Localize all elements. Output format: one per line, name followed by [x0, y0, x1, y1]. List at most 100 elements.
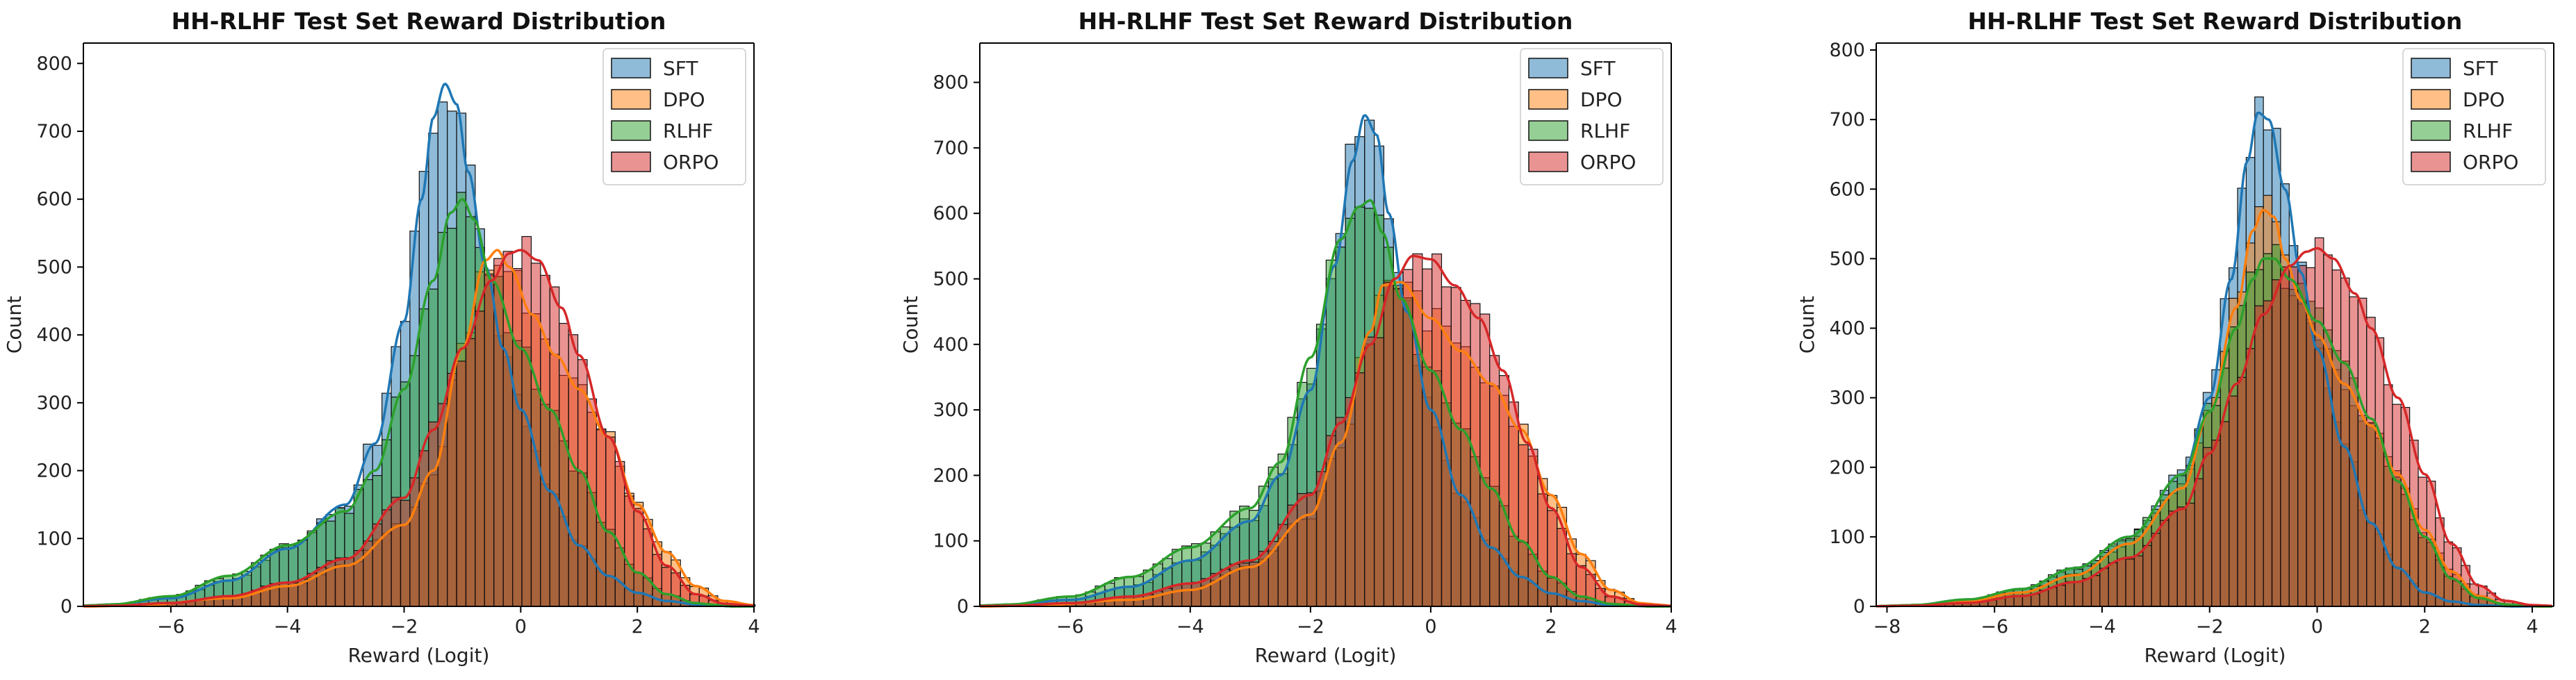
histogram-bar: [391, 497, 402, 607]
histogram-bar: [1393, 288, 1404, 607]
histogram-bar: [2176, 506, 2187, 607]
histogram-bar: [2159, 520, 2169, 607]
legend-label-dpo: DPO: [663, 88, 705, 111]
legend-swatch-rlhf: [611, 120, 651, 141]
histogram-bar: [2074, 581, 2083, 607]
histogram-bar: [502, 251, 514, 607]
x-tick-label: 4: [748, 616, 760, 638]
legend: SFT DPO RLHF ORPO: [1520, 48, 1664, 185]
histogram-bar: [2211, 440, 2221, 607]
y-tick-label: 500: [36, 256, 72, 278]
legend-label-sft: SFT: [2463, 57, 2498, 80]
y-tick-label: 500: [1829, 248, 1865, 269]
y-tick-label: 300: [933, 399, 969, 421]
legend-label-sft: SFT: [663, 57, 698, 80]
x-tick-label: 4: [2526, 616, 2538, 638]
kde-line-orpo: [83, 249, 755, 608]
kde-line-orpo: [980, 254, 1672, 608]
histogram-bar: [1373, 337, 1385, 607]
histogram-bar: [2056, 585, 2066, 607]
histogram-bar: [2374, 337, 2385, 607]
kde-line-rlhf: [1876, 257, 2552, 608]
x-tick-label: 0: [2311, 616, 2323, 638]
histogram-bar: [2314, 237, 2324, 607]
legend-label-dpo: DPO: [1580, 88, 1622, 111]
y-tick-label: 200: [36, 461, 72, 482]
x-tick-label: −6: [1056, 616, 1084, 638]
x-tick-label: 0: [1425, 616, 1436, 638]
histogram-bar: [484, 273, 495, 607]
y-tick-label: 400: [1829, 318, 1865, 340]
histogram-bar: [540, 274, 550, 607]
histogram-bar: [1287, 504, 1298, 607]
x-tick-label: 0: [515, 616, 527, 638]
histogram-bar: [2202, 447, 2213, 607]
x-tick-label: −4: [2088, 616, 2116, 638]
histogram-bar: [1489, 355, 1500, 607]
legend: SFT DPO RLHF ORPO: [2402, 48, 2546, 185]
y-tick-label: 800: [36, 53, 72, 74]
y-axis-label: Count: [1796, 296, 1819, 354]
histogram-bar: [382, 509, 392, 607]
legend-swatch-orpo: [611, 151, 651, 172]
histogram-bar: [2229, 395, 2238, 607]
legend-swatch-orpo: [1528, 151, 1568, 172]
chart-title: HH-RLHF Test Set Reward Distribution: [172, 8, 666, 35]
histogram-bar: [2142, 545, 2152, 607]
histogram-bar: [2099, 567, 2109, 607]
histogram-bars: [1910, 96, 2531, 607]
histogram-bar: [2366, 317, 2376, 607]
legend-label-orpo: ORPO: [663, 151, 719, 174]
chart-title: HH-RLHF Test Set Reward Distribution: [1968, 8, 2463, 35]
y-tick-label: 0: [1853, 596, 1865, 617]
histogram-bar: [1364, 336, 1375, 607]
histogram-bar: [2263, 300, 2273, 607]
legend-swatch-sft: [2411, 58, 2451, 78]
y-tick-label: 600: [36, 189, 72, 210]
histogram-bar: [2185, 502, 2195, 607]
kde-line-orpo: [1876, 247, 2552, 608]
histogram-bar: [1162, 588, 1173, 607]
y-tick-label: 700: [1829, 109, 1865, 131]
x-tick-label: 4: [1665, 616, 1677, 638]
legend-box: [602, 48, 746, 185]
y-tick-label: 800: [1829, 40, 1865, 61]
histogram-bar: [428, 421, 438, 607]
legend-swatch-rlhf: [2411, 120, 2451, 141]
y-tick-label: 500: [933, 268, 969, 290]
y-axis-label: Count: [899, 296, 922, 354]
legend-swatch-rlhf: [1528, 120, 1568, 141]
kde-line-rlhf: [979, 199, 1671, 608]
histogram-bar: [2297, 265, 2307, 607]
histogram-bar: [2194, 478, 2204, 607]
chart-panel-3: −8 −6 −4 −2 0 2 4 0 100 200 300 400 500 600 700 800 Rewa…: [1796, 8, 2554, 667]
histogram-bar: [1383, 281, 1394, 607]
kde-line-sft: [83, 82, 754, 608]
legend-label-rlhf: RLHF: [1580, 119, 1630, 142]
histogram-bar: [2168, 511, 2178, 607]
histogram-bar: [465, 338, 476, 607]
histogram-bar: [1190, 581, 1201, 607]
chart-panel-2: −6 −4 −2 0 2 4 0 100 200 300 400 500 600 700 800 Reward…: [899, 8, 1677, 667]
histogram-bar: [2108, 562, 2118, 607]
histogram-bar: [2418, 476, 2427, 607]
x-axis-label: Reward (Logit): [348, 644, 490, 667]
legend-label-orpo: ORPO: [2463, 151, 2518, 174]
x-tick-label: −2: [391, 616, 418, 638]
histogram-bar: [2254, 305, 2264, 607]
histogram-bar: [2237, 376, 2247, 607]
x-tick-label: −6: [1980, 616, 2008, 638]
histogram-bar: [2133, 555, 2144, 607]
histogram-bar: [1450, 287, 1461, 607]
histogram-bar: [2392, 404, 2402, 607]
legend-swatch-sft: [611, 58, 651, 78]
histogram-bar: [2220, 421, 2230, 607]
histogram-bar: [2117, 558, 2126, 607]
legend-swatch-dpo: [1528, 89, 1568, 110]
histogram-bar: [1460, 299, 1471, 607]
histogram-bar: [511, 267, 523, 607]
histogram-bar: [1181, 583, 1192, 607]
x-tick-label: −4: [274, 616, 302, 638]
y-tick-label: 300: [1829, 388, 1865, 409]
